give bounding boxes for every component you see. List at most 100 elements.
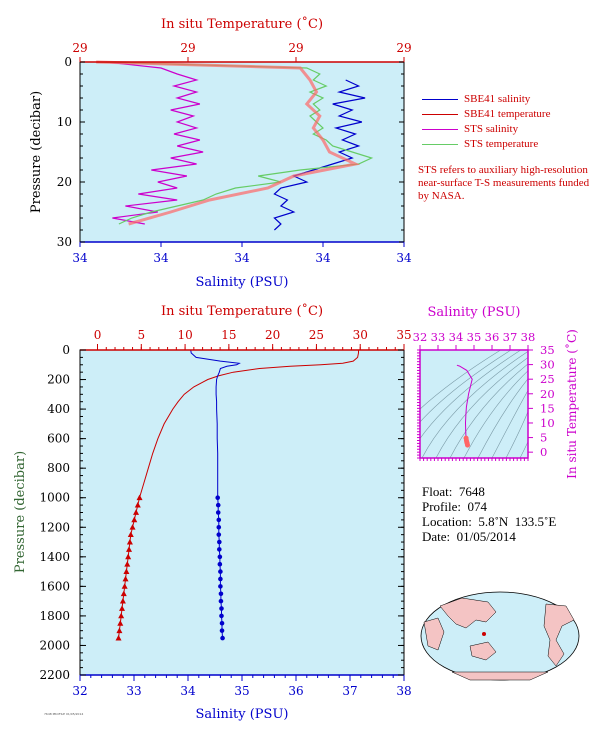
salinity-marker [218, 584, 223, 589]
density-contour [435, 357, 528, 458]
bottom-tick-label: 35 [234, 684, 249, 698]
top-tick-label: 29 [180, 41, 195, 55]
near-surface-legend: SBE41 salinity SBE41 temperature STS sal… [422, 92, 550, 152]
profile-top-title: In situ Temperature (˚C) [161, 303, 323, 319]
density-contour [463, 370, 528, 458]
y-tick-label: 20 [57, 175, 72, 189]
ts-top-tick-label: 38 [521, 330, 536, 344]
salinity-marker [215, 502, 221, 508]
ts-y-tick-label: 10 [540, 416, 555, 430]
top-tick-label: 25 [309, 328, 324, 342]
profile-ylabel: Pressure (decibar) [13, 451, 28, 573]
temperature-marker [126, 538, 133, 545]
density-contour [420, 350, 522, 440]
y-tick-label: 0 [62, 343, 70, 357]
salinity-marker [218, 569, 223, 574]
density-contour [420, 350, 512, 423]
salinity-marker [219, 620, 225, 626]
top-tick-label: 5 [137, 328, 145, 342]
bottom-tick-label: 34 [72, 251, 88, 265]
y-tick-label: 1400 [39, 550, 70, 564]
ts-top-title: Salinity (PSU) [428, 305, 521, 320]
ts-deep-marker [465, 442, 471, 448]
temperature-marker [119, 597, 126, 604]
top-tick-label: 35 [396, 328, 411, 342]
density-contour [477, 378, 528, 458]
salinity-marker [220, 635, 225, 641]
bottom-tick-label: 38 [396, 684, 411, 698]
salinity-marker [217, 554, 223, 560]
world-map [420, 591, 580, 681]
near-surface-traces [96, 60, 374, 231]
bottom-tick-label: 32 [72, 684, 87, 698]
temperature-marker [116, 627, 123, 634]
ts-y-tick-label: 15 [540, 401, 555, 415]
footer-tiny: 7648 PROFILE 01/05/2014 [44, 712, 84, 716]
bottom-tick-label: 33 [126, 684, 141, 698]
temperature-marker [127, 531, 134, 538]
y-tick-label: 1000 [39, 491, 70, 505]
ts-ylabel: In situ Temperature (˚C) [564, 329, 579, 479]
temperature-marker [123, 568, 130, 574]
bottom-tick-label: 34 [180, 684, 196, 698]
legend-swatch [422, 99, 458, 100]
top-tick-label: 20 [265, 328, 280, 342]
bottom-tick-label: 34 [153, 251, 169, 265]
ts-top-tick-label: 34 [449, 330, 464, 344]
float-id: Float: 7648 [422, 484, 485, 499]
top-tick-label: 29 [288, 41, 303, 55]
legend-item: STS salinity [422, 122, 550, 137]
legend-swatch [422, 144, 458, 145]
density-contour [505, 410, 528, 458]
temperature-marker [124, 561, 131, 567]
float-location-marker [482, 632, 486, 636]
salinity-marker [217, 547, 222, 552]
near-surface-ticks: 0 10 20 30 29 29 29 29 34 34 34 34 34 [57, 41, 412, 265]
temperature-marker [118, 612, 125, 619]
trace-sbe41-temperature [96, 60, 361, 226]
salinity-marker [218, 591, 224, 597]
salinity-marker [217, 539, 222, 545]
profile-plot-area [80, 350, 404, 675]
profile-panel: 0200400600800100012001400160018002000220… [13, 303, 412, 722]
y-tick-label: 2200 [39, 668, 70, 682]
legend-swatch [422, 129, 458, 130]
trace-sbe41-temperature [118, 350, 359, 639]
legend-label: SBE41 salinity [464, 93, 531, 105]
top-tick-label: 29 [72, 41, 87, 55]
density-contour [420, 350, 502, 410]
temperature-marker [122, 575, 129, 582]
ts-y-tick-label: 0 [540, 445, 547, 459]
ts-density-contours [420, 350, 528, 458]
temperature-marker [117, 620, 124, 626]
temperature-marker [115, 634, 122, 641]
salinity-marker [216, 524, 222, 530]
top-tick-label: 0 [94, 328, 102, 342]
y-tick-label: 600 [47, 432, 70, 446]
near-surface-plot-area [80, 62, 404, 242]
top-tick-label: 30 [353, 328, 368, 342]
map-landmass-americas [543, 603, 575, 667]
temperature-marker [133, 509, 140, 515]
float-info: Float: 7648 Profile: 074 Location: 5.8˚N… [422, 484, 556, 544]
legend-label: SBE41 temperature [464, 108, 551, 120]
near-surface-panel: 0 10 20 30 29 29 29 29 34 34 34 34 34 In situ Temper… [29, 16, 412, 290]
legend-swatch [422, 114, 458, 115]
ts-top-tick-label: 33 [431, 330, 446, 344]
map-landmass-australia [469, 641, 497, 661]
salinity-marker [216, 532, 222, 537]
ts-top-tick-label: 36 [485, 330, 500, 344]
bottom-tick-label: 36 [288, 684, 303, 698]
y-tick-label: 800 [47, 461, 70, 475]
temperature-marker [131, 516, 138, 523]
density-contour [421, 351, 528, 458]
profile-number: Profile: 074 [422, 499, 487, 514]
y-tick-label: 200 [47, 373, 70, 387]
salinity-marker [215, 510, 221, 515]
y-tick-label: 30 [57, 235, 72, 249]
salinity-marker [219, 628, 225, 633]
y-tick-label: 10 [57, 115, 72, 129]
ts-y-tick-label: 35 [540, 343, 555, 357]
salinity-marker [218, 576, 223, 582]
